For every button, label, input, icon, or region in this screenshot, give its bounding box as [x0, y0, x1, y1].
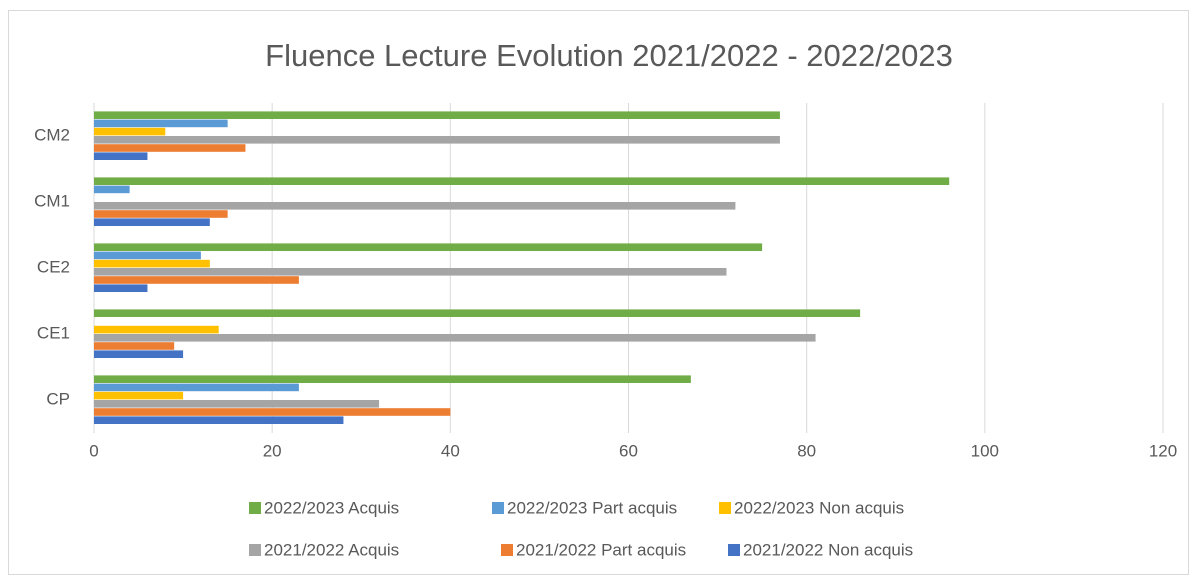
legend-label: 2021/2022 Non acquis	[743, 540, 913, 559]
y-tick-label: CE2	[37, 257, 70, 276]
bar	[94, 350, 184, 358]
bar	[94, 268, 727, 276]
bar	[94, 152, 148, 160]
bar	[94, 400, 380, 408]
bar	[94, 284, 148, 292]
bar	[94, 119, 228, 128]
bar	[94, 342, 175, 350]
bar	[94, 276, 299, 284]
legend-swatch	[501, 544, 513, 556]
legend-label: 2022/2023 Acquis	[264, 498, 399, 517]
bar	[94, 251, 201, 260]
bar	[94, 375, 691, 383]
legend-label: 2022/2023 Part acquis	[507, 498, 677, 517]
legend-label: 2021/2022 Part acquis	[516, 540, 686, 559]
y-tick-label: CM1	[34, 191, 70, 210]
bar	[94, 136, 780, 144]
bar	[94, 185, 130, 194]
bar	[94, 111, 780, 119]
bar	[94, 127, 166, 136]
x-tick-label: 120	[1149, 441, 1177, 460]
bar	[94, 177, 950, 185]
y-tick-label: CP	[46, 389, 70, 408]
chart-title: Fluence Lecture Evolution 2021/2022 - 20…	[265, 38, 953, 73]
bar	[94, 218, 210, 226]
x-tick-label: 100	[971, 441, 999, 460]
bar	[94, 383, 299, 392]
x-tick-label: 40	[441, 441, 460, 460]
x-tick-label: 80	[797, 441, 816, 460]
bar	[94, 202, 736, 210]
x-tick-label: 60	[619, 441, 638, 460]
y-tick-label: CE1	[37, 323, 70, 342]
bar	[94, 210, 228, 218]
x-tick-label: 0	[89, 441, 98, 460]
bar	[94, 325, 219, 334]
legend-swatch	[249, 544, 261, 556]
legend-swatch	[492, 502, 504, 514]
bar	[94, 334, 816, 342]
bar	[94, 391, 184, 400]
legend-swatch	[719, 502, 731, 514]
bar	[94, 144, 246, 152]
y-tick-label: CM2	[34, 125, 70, 144]
bar	[94, 309, 861, 317]
bar	[94, 243, 763, 251]
bar	[94, 259, 210, 268]
legend-label: 2022/2023 Non acquis	[734, 498, 904, 517]
bar	[94, 408, 451, 416]
bar	[94, 416, 344, 424]
legend-swatch	[249, 502, 261, 514]
x-tick-label: 20	[263, 441, 282, 460]
chart-border	[8, 10, 1189, 575]
legend-label: 2021/2022 Acquis	[264, 540, 399, 559]
legend-swatch	[728, 544, 740, 556]
